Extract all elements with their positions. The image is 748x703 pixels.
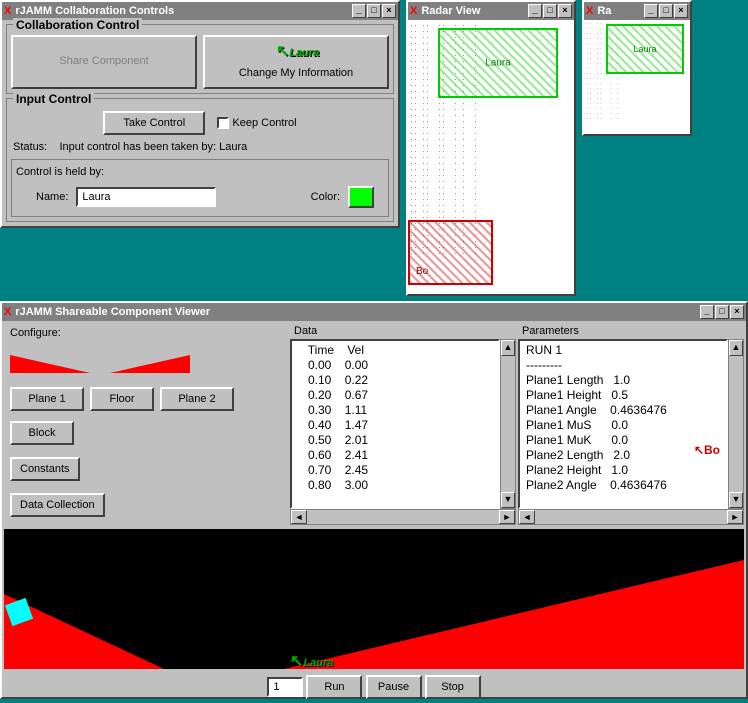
close-button[interactable]: × (558, 4, 572, 18)
maximize-button[interactable]: □ (659, 4, 673, 18)
radar-window-2: X Ra _ □ × .. .. . . .. .. . . .. .. . .… (582, 0, 692, 136)
status-text: Input control has been taken by: Laura (59, 141, 247, 153)
bo-cursor: ↖Bo (694, 443, 720, 457)
data-header: Time Vel (298, 343, 364, 357)
pause-button[interactable]: Pause (366, 675, 422, 699)
block-button[interactable]: Block (10, 421, 74, 445)
sim-plane2 (284, 559, 744, 669)
input-control-group: Input Control Take Control Keep Control … (6, 98, 394, 222)
radar2-green-label: Laura (633, 44, 656, 54)
share-component-button[interactable]: Share Component (11, 35, 197, 89)
plane2-button[interactable]: Plane 2 (160, 387, 234, 411)
minimize-button[interactable]: _ (700, 305, 714, 319)
app-icon: X (410, 5, 417, 17)
name-label: Name: (36, 191, 68, 203)
radar1-green-region: Laura (438, 28, 558, 98)
radar-window-1: X Radar View _ □ × .. .. .. . . . .. .. … (406, 0, 576, 296)
radar1-title: Radar View (421, 5, 528, 17)
params-panel: Parameters RUN 1 --------- Plane1 Length… (518, 323, 744, 525)
close-button[interactable]: × (382, 4, 396, 18)
radar2-title: Ra (597, 5, 644, 17)
params-rows: Plane1 Length 1.0 Plane1 Height 0.5 Plan… (526, 373, 667, 492)
frame-input[interactable] (267, 677, 303, 697)
minimize-button[interactable]: _ (352, 4, 366, 18)
color-swatch (348, 186, 374, 208)
keep-control-label: Keep Control (232, 117, 296, 129)
viewer-controls: Run Pause Stop (2, 671, 746, 703)
sim-cursor: ↖Laura (290, 651, 333, 669)
collab-window: X rJAMM Collaboration Controls _ □ × Col… (0, 0, 400, 228)
params-label: Parameters (518, 323, 744, 339)
radar2-green-region: Laura (606, 24, 684, 74)
data-panel: Data Time Vel 0.00 0.00 0.10 0.22 0.20 0… (290, 323, 516, 525)
data-label: Data (290, 323, 516, 339)
params-textarea[interactable]: RUN 1 --------- Plane1 Length 1.0 Plane1… (518, 339, 728, 509)
close-button[interactable]: × (730, 305, 744, 319)
collab-group-legend: Collaboration Control (13, 18, 142, 32)
preview-svg (10, 345, 190, 379)
radar2-titlebar[interactable]: X Ra _ □ × (584, 2, 690, 20)
maximize-button[interactable]: □ (543, 4, 557, 18)
configure-preview (10, 345, 190, 379)
take-control-button[interactable]: Take Control (103, 111, 205, 135)
radar1-red-region: Bo (408, 220, 493, 285)
collab-title: rJAMM Collaboration Controls (15, 5, 352, 17)
change-info-label: Change My Information (239, 67, 353, 79)
params-scrollbar-h[interactable]: ◄► (518, 509, 744, 525)
run-button[interactable]: Run (306, 675, 362, 699)
viewer-window: X rJAMM Shareable Component Viewer _ □ ×… (0, 301, 748, 699)
collab-control-group: Collaboration Control Share Component Ch… (6, 24, 394, 94)
constants-button[interactable]: Constants (10, 457, 80, 481)
change-info-button[interactable]: Change My Information ↖Laura (203, 35, 389, 89)
radar1-green-label: Laura (485, 58, 511, 69)
simulation-svg (4, 529, 744, 669)
bo-label: Bo (704, 443, 720, 457)
sim-cursor-label: Laura (303, 657, 333, 669)
close-button[interactable]: × (674, 4, 688, 18)
configure-label: Configure: (4, 323, 288, 341)
app-icon: X (4, 306, 11, 318)
maximize-button[interactable]: □ (367, 4, 381, 18)
held-by-label: Control is held by: (16, 166, 384, 178)
name-input[interactable] (76, 187, 216, 207)
cursor-label: Laura (289, 47, 319, 59)
simulation-canvas: ↖Laura (4, 529, 744, 669)
configure-panel: Configure: Plane 1 Floor Plane 2 Block C… (4, 323, 288, 525)
status-label: Status: (13, 141, 47, 153)
data-textarea[interactable]: Time Vel 0.00 0.00 0.10 0.22 0.20 0.67 0… (290, 339, 500, 509)
params-header: RUN 1 --------- (526, 343, 562, 372)
data-scrollbar-h[interactable]: ◄► (290, 509, 516, 525)
viewer-titlebar[interactable]: X rJAMM Shareable Component Viewer _ □ × (2, 303, 746, 321)
radar2-content: .. .. . . .. .. . . .. .. . . .. .. . . … (584, 20, 690, 134)
minimize-button[interactable]: _ (528, 4, 542, 18)
radar1-content: .. .. .. . . . .. .. .. . . . .. .. .. .… (408, 20, 574, 294)
viewer-title: rJAMM Shareable Component Viewer (15, 306, 700, 318)
plane1-button[interactable]: Plane 1 (10, 387, 84, 411)
app-icon: X (4, 5, 11, 17)
color-label: Color: (311, 191, 340, 203)
radar1-titlebar[interactable]: X Radar View _ □ × (408, 2, 574, 20)
radar1-red-label: Bo (416, 266, 428, 277)
data-scrollbar-v[interactable]: ▲▼ (500, 339, 516, 509)
stop-button[interactable]: Stop (425, 675, 481, 699)
floor-button[interactable]: Floor (90, 387, 154, 411)
app-icon: X (586, 5, 593, 17)
keep-control-checkbox[interactable]: Keep Control (217, 117, 296, 129)
minimize-button[interactable]: _ (644, 4, 658, 18)
held-by-group: Control is held by: Name: Color: (11, 159, 389, 217)
input-group-legend: Input Control (13, 92, 94, 106)
params-scrollbar-v[interactable]: ▲▼ (728, 339, 744, 509)
data-collection-button[interactable]: Data Collection (10, 493, 105, 517)
cursor-icon: ↖Laura (276, 41, 319, 61)
data-rows: 0.00 0.00 0.10 0.22 0.20 0.67 0.30 1.11 … (298, 358, 368, 492)
maximize-button[interactable]: □ (715, 305, 729, 319)
